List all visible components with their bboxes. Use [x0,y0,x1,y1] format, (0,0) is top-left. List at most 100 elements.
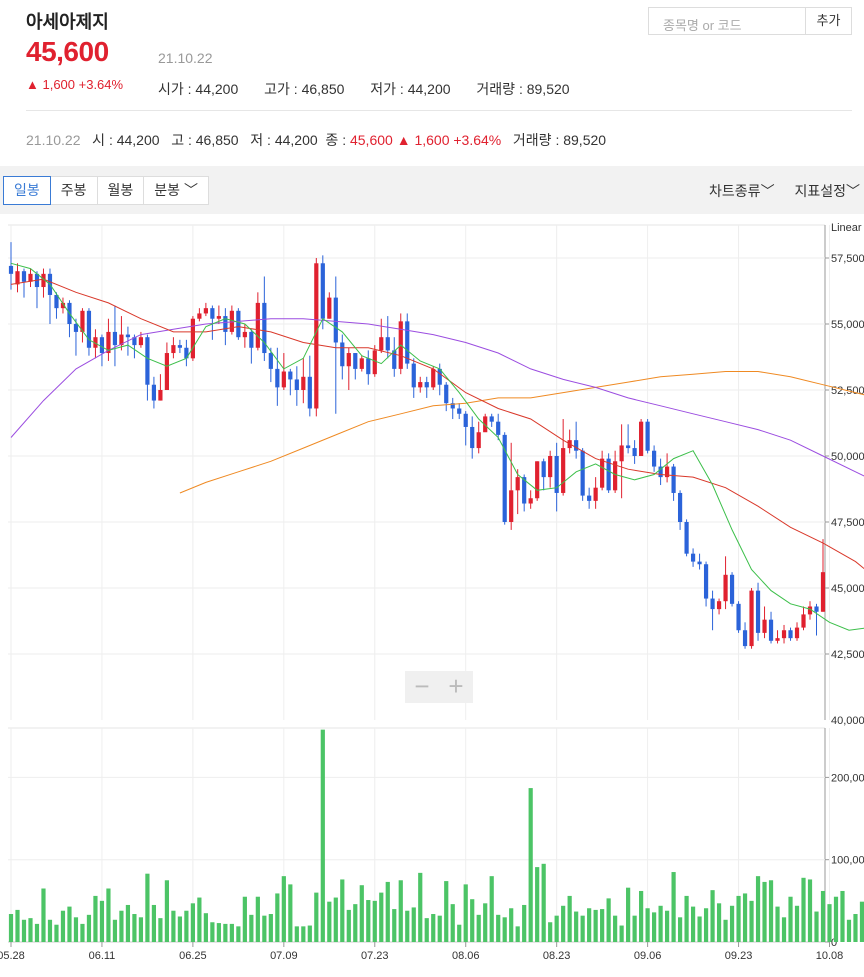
candle-body [411,363,416,388]
candle-body [190,318,195,359]
candle-body [755,590,761,633]
candle-body [294,379,299,390]
candle-body [626,445,631,449]
candle-body [697,561,702,565]
candle-body [54,294,59,309]
volume-bar [729,905,735,942]
volume-bar [593,909,598,942]
candle-body [502,434,507,522]
volume-bar [502,917,507,942]
candle-body [768,619,774,641]
candle-body [794,627,800,639]
volume-bar [762,881,767,942]
volume-bar [275,893,280,942]
tab-daily[interactable]: 일봉 [3,176,51,205]
candle-body [554,456,559,493]
volume-bar [119,910,124,942]
candle-body [327,297,332,319]
volume-bar [827,904,832,942]
candle-body [684,522,689,554]
volume-bar [444,881,449,942]
volume-bar [112,919,118,942]
add-button[interactable]: 추가 [806,7,852,35]
candle-body [489,416,494,422]
ohlc-date: 21.10.22 [26,132,81,148]
candle-body [541,461,546,478]
volume-stat: 거래량 : 89,520 [476,81,570,97]
indicator-settings-dropdown[interactable]: 지표설정﹀ [794,183,860,199]
ma5-line [10,262,864,631]
volume-bar [710,890,715,942]
volume-bar [327,901,332,942]
candle-body [151,384,157,401]
volume-bar [86,914,92,942]
volume-bar [580,915,585,942]
volume-bar [846,919,852,942]
candle-body [112,331,118,346]
candle-body [418,382,423,388]
tab-weekly[interactable]: 주봉 [49,176,98,205]
zoom-in-button[interactable]: + [448,671,464,701]
candle-body [463,413,468,427]
zoom-out-button[interactable]: − [414,671,430,701]
candle-body [606,458,611,491]
ohlc-high: 고 : 46,850 [171,132,239,148]
candle-body [580,450,585,496]
volume-bar [8,914,14,942]
chart-menu: 차트종류﹀ 지표설정﹀ [693,181,860,201]
ohlc-open: 시 : 44,200 [92,132,160,148]
candle-body [677,492,683,522]
volume-bar [840,890,845,942]
date-tick-label: 06.25 [179,950,207,962]
volume-bar [125,904,131,942]
candle-body [801,614,806,628]
volume-bar [262,915,267,942]
candle-body [301,376,306,390]
scale-label: Linear [831,222,862,234]
search-input[interactable]: 종목명 or 코드 [648,7,806,35]
tab-minute[interactable]: 분봉 ﹀ [143,176,209,205]
volume-bar [548,922,553,942]
date-tick-label: 08.06 [452,950,480,962]
candle-body [106,331,111,354]
ohlc-bar: 21.10.22 시 : 44,200 고 : 46,850 저 : 44,20… [26,130,606,150]
volume-bar [353,904,358,942]
candle-body [470,426,475,449]
volume-bar [366,900,371,942]
candle-body [203,308,208,314]
candle-body [216,316,221,319]
volume-bar [716,903,722,942]
volume-bar [28,918,33,942]
candle-body [8,265,14,274]
candle-body [405,321,410,364]
candle-body [197,313,202,319]
date-tick-label: 10.08 [816,950,844,962]
volume-bar [535,867,540,942]
chart-type-dropdown[interactable]: 차트종류﹀ [709,183,775,199]
volume-bar [606,898,611,942]
price-tick-label: 42,500 [831,649,864,661]
volume-bar [398,880,403,942]
stock-name: 아세아제지 [26,12,109,32]
volume-bar [853,914,858,942]
volume-bar [138,917,144,942]
volume-bar [171,910,176,942]
candle-body [236,310,241,338]
candle-body [437,368,442,385]
candle-body [600,458,605,488]
period-tabs: 일봉 주봉 월봉 분봉 ﹀ [3,176,209,205]
tab-monthly[interactable]: 월봉 [96,176,145,205]
volume-bar [93,895,98,942]
volume-bar [158,918,163,942]
candle-body [548,456,553,478]
volume-bar [41,888,46,942]
volume-bar [457,924,462,942]
candle-body [807,606,813,615]
volume-bar [34,923,40,942]
candle-body [164,353,170,390]
volume-bar [164,880,170,942]
volume-bar [47,919,53,942]
candle-body [223,316,228,332]
volume-tick-label: 100,000 [831,855,864,867]
